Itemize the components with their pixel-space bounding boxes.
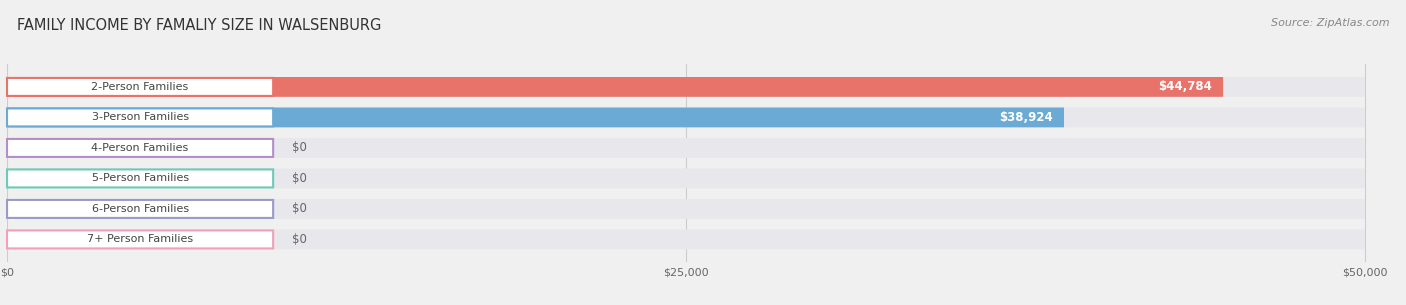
Text: $0: $0 bbox=[292, 233, 307, 246]
Text: $44,784: $44,784 bbox=[1159, 81, 1212, 93]
FancyBboxPatch shape bbox=[7, 139, 273, 157]
FancyBboxPatch shape bbox=[7, 77, 1365, 97]
Text: 4-Person Families: 4-Person Families bbox=[91, 143, 188, 153]
Text: 7+ Person Families: 7+ Person Families bbox=[87, 235, 193, 244]
FancyBboxPatch shape bbox=[7, 168, 1365, 188]
Text: Source: ZipAtlas.com: Source: ZipAtlas.com bbox=[1271, 18, 1389, 28]
Text: $0: $0 bbox=[292, 172, 307, 185]
FancyBboxPatch shape bbox=[7, 170, 273, 187]
FancyBboxPatch shape bbox=[7, 199, 1365, 219]
Text: 3-Person Families: 3-Person Families bbox=[91, 113, 188, 122]
FancyBboxPatch shape bbox=[7, 200, 273, 218]
FancyBboxPatch shape bbox=[7, 78, 273, 96]
Text: $0: $0 bbox=[292, 203, 307, 215]
FancyBboxPatch shape bbox=[7, 231, 273, 248]
FancyBboxPatch shape bbox=[7, 77, 1223, 97]
Text: $0: $0 bbox=[292, 142, 307, 154]
Text: 5-Person Families: 5-Person Families bbox=[91, 174, 188, 183]
Text: 2-Person Families: 2-Person Families bbox=[91, 82, 188, 92]
FancyBboxPatch shape bbox=[7, 229, 1365, 249]
FancyBboxPatch shape bbox=[7, 109, 273, 127]
FancyBboxPatch shape bbox=[7, 107, 1064, 127]
Text: FAMILY INCOME BY FAMALIY SIZE IN WALSENBURG: FAMILY INCOME BY FAMALIY SIZE IN WALSENB… bbox=[17, 18, 381, 33]
Text: 6-Person Families: 6-Person Families bbox=[91, 204, 188, 214]
FancyBboxPatch shape bbox=[7, 107, 1365, 127]
FancyBboxPatch shape bbox=[7, 138, 1365, 158]
Text: $38,924: $38,924 bbox=[1000, 111, 1053, 124]
